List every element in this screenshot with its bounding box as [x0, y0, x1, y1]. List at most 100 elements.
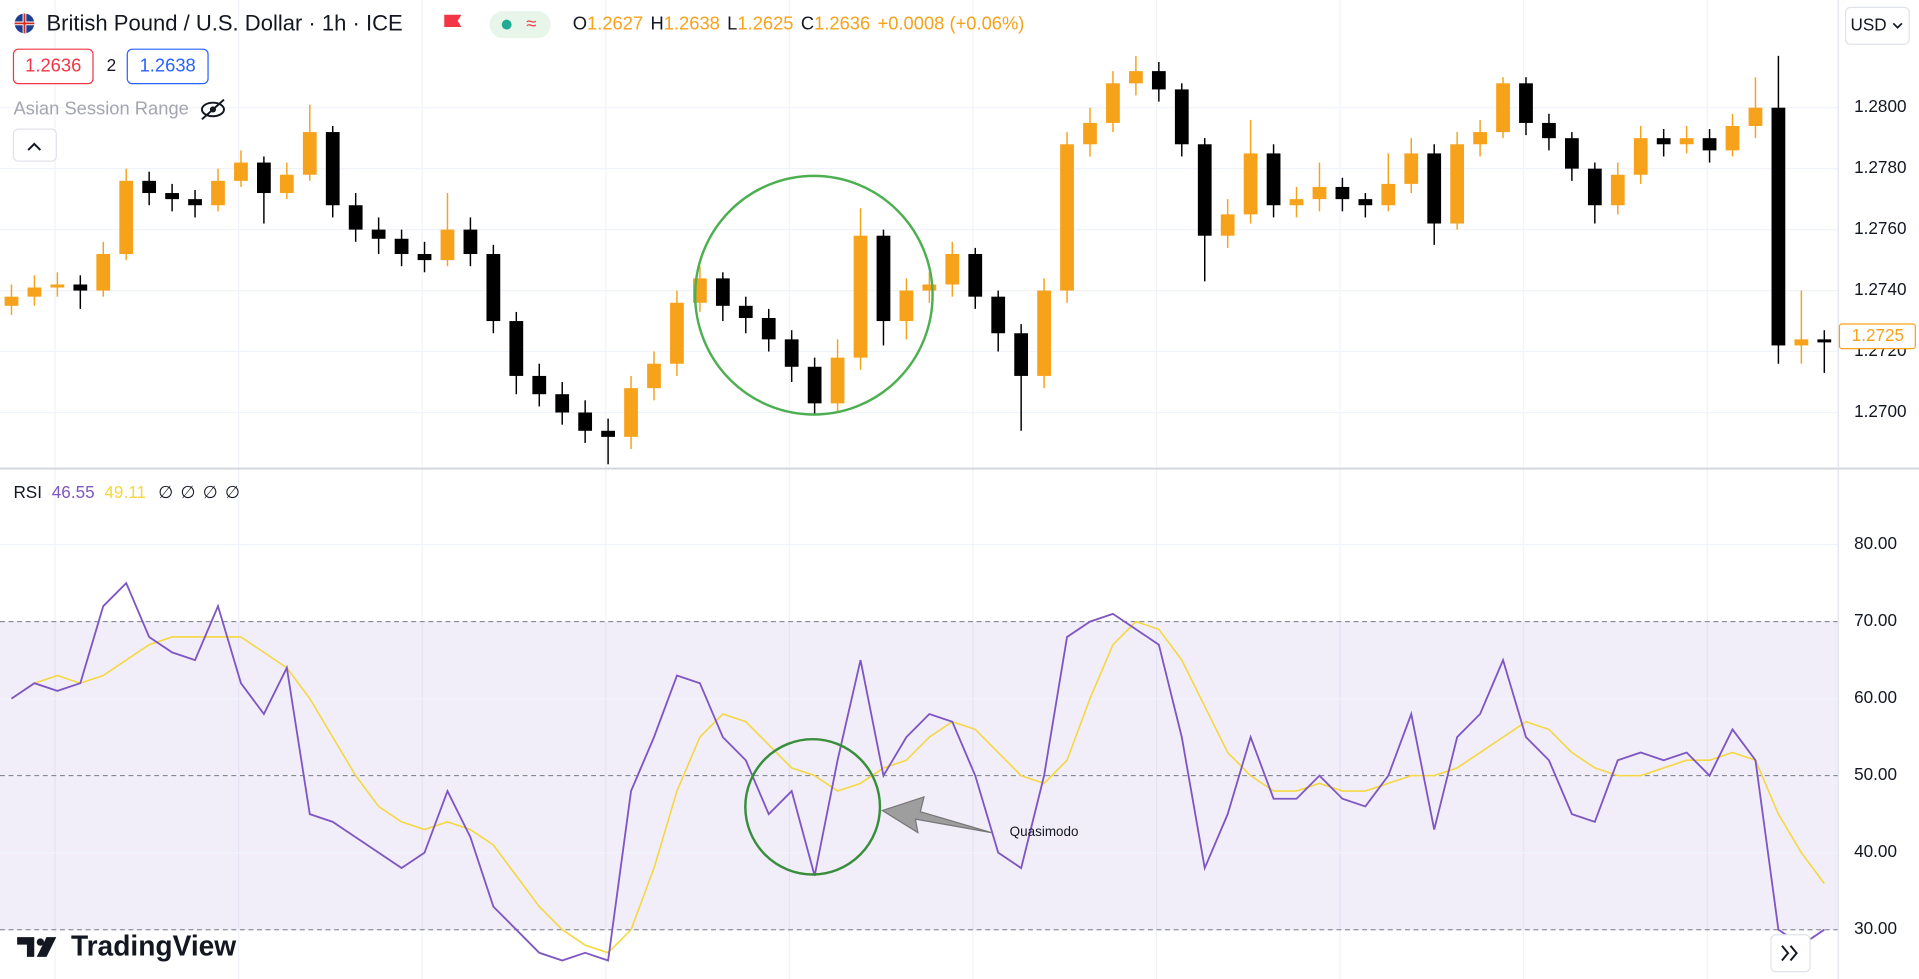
candle-body [624, 388, 638, 437]
status-wave: ≈ [526, 12, 536, 33]
candle-body [142, 180, 157, 194]
scroll-icon [1781, 945, 1798, 962]
candle-body [670, 302, 684, 364]
candle-body [1289, 199, 1304, 206]
candle-body [1358, 199, 1373, 206]
candle-body [830, 357, 845, 404]
candle-body [1060, 144, 1074, 291]
rsi-line [10, 581, 1825, 962]
ohlc-value: 1.2625 [737, 12, 793, 33]
candle-body [1174, 89, 1189, 145]
currency: USD [1850, 14, 1886, 34]
hide-icon[interactable] [200, 98, 225, 121]
candle-body [302, 132, 317, 175]
candle-body [1014, 333, 1029, 376]
candle-body [1633, 138, 1648, 175]
y-tick-label: 1.2780 [1854, 157, 1906, 177]
candle-body [1427, 153, 1442, 224]
candle-body [463, 229, 478, 255]
legend-value: 49.11 [104, 482, 146, 502]
candle-body [1266, 153, 1281, 206]
candle-body [1450, 144, 1465, 224]
candle-body [1129, 71, 1143, 84]
candle-body [1587, 168, 1602, 206]
flag-icon [14, 13, 35, 34]
candle-body [1083, 122, 1097, 145]
candle-body [1771, 107, 1786, 346]
sell-price: 1.2636 [25, 54, 81, 75]
candle-body [96, 254, 111, 291]
candle-body [1404, 153, 1419, 184]
candle-body [968, 254, 983, 297]
grid [0, 0, 1839, 979]
candle-body [1335, 186, 1350, 200]
candle-body [1519, 83, 1533, 123]
candle-body [1725, 125, 1740, 151]
scroll-button[interactable] [1770, 934, 1811, 973]
status-pill[interactable] [489, 11, 551, 39]
currency-button[interactable] [1844, 6, 1910, 45]
y-tick-label: 1.2760 [1854, 218, 1906, 238]
y-tick-label: 1.2700 [1854, 401, 1906, 421]
candle-body [1473, 132, 1487, 145]
y-tick-label: 70.00 [1854, 610, 1897, 630]
buy-button[interactable] [126, 48, 209, 85]
candle-body [325, 132, 340, 206]
candle-body [1312, 186, 1327, 200]
candle-body [1496, 83, 1510, 133]
y-tick-label: 80.00 [1854, 533, 1897, 553]
candle-body [876, 235, 891, 322]
candle-body [440, 229, 455, 261]
currency-caret [1892, 22, 1903, 29]
candle-body [807, 366, 822, 404]
candle-body [279, 174, 294, 194]
candle-body [991, 296, 1006, 334]
y-tick-label: 30.00 [1854, 918, 1897, 938]
candle-body [555, 394, 570, 413]
candle-body [1381, 183, 1396, 206]
y-tick-label: 1.2800 [1854, 96, 1906, 116]
candle-body [761, 318, 776, 340]
candle-body [417, 254, 432, 261]
candle-body [73, 284, 88, 291]
sell-button[interactable] [12, 48, 94, 85]
legend-empty: ∅ [180, 482, 195, 502]
legend-empty: ∅ [225, 482, 240, 502]
candle-body [922, 284, 937, 291]
legend-value: 46.55 [52, 482, 95, 502]
rsi-legend: RSI 46.55 49.11 ∅ ∅ ∅ ∅ [13, 482, 239, 502]
candle-body [165, 193, 179, 200]
last-price-tag [1838, 323, 1916, 350]
price-change: +0.0008 (+0.06%) [878, 12, 1025, 33]
candle-body [1151, 71, 1166, 90]
candle-body [1817, 339, 1832, 343]
candle-body [4, 296, 19, 306]
candle-body [945, 254, 960, 285]
candle-body [371, 229, 386, 239]
y-tick-label: 50.00 [1854, 764, 1897, 784]
flag-marker[interactable] [444, 14, 462, 28]
annotation-text: Quasimodo [1010, 824, 1079, 839]
candle-body [601, 430, 615, 437]
ohlc-value: 1.2638 [664, 12, 720, 33]
ohlc-value: 1.2636 [814, 12, 870, 33]
candle-body [211, 180, 225, 206]
buy-price: 1.2638 [140, 54, 196, 75]
candle-body [647, 363, 661, 389]
ohlc-key: H [650, 12, 663, 33]
ohlc-key: L [727, 12, 737, 33]
candle-body [50, 284, 65, 288]
candle-body [1106, 83, 1120, 123]
symbol-title: British Pound / U.S. Dollar · 1h · ICE [47, 10, 403, 35]
candle-body [853, 235, 868, 358]
candle-body [899, 290, 914, 322]
annotation-circle [693, 174, 934, 416]
ohlc-values: O1.2627 H1.2638 L1.2625 C1.2636 +0.0008 (+0.… [573, 12, 1025, 33]
candle-body [486, 254, 501, 322]
candle-body [1610, 174, 1625, 206]
candle-body [532, 375, 547, 395]
y-tick-label: 60.00 [1854, 687, 1897, 707]
candle-body [1220, 214, 1235, 236]
